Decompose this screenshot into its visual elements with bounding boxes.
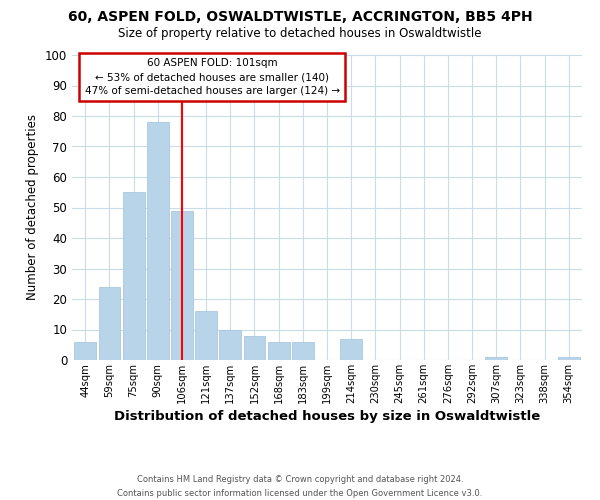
X-axis label: Distribution of detached houses by size in Oswaldtwistle: Distribution of detached houses by size … bbox=[114, 410, 540, 423]
Text: 60 ASPEN FOLD: 101sqm
← 53% of detached houses are smaller (140)
47% of semi-det: 60 ASPEN FOLD: 101sqm ← 53% of detached … bbox=[85, 58, 340, 96]
Bar bbox=[485, 357, 507, 360]
Bar bbox=[220, 330, 241, 360]
Text: Size of property relative to detached houses in Oswaldtwistle: Size of property relative to detached ho… bbox=[118, 28, 482, 40]
Bar bbox=[123, 192, 145, 360]
Text: 60, ASPEN FOLD, OSWALDTWISTLE, ACCRINGTON, BB5 4PH: 60, ASPEN FOLD, OSWALDTWISTLE, ACCRINGTO… bbox=[68, 10, 532, 24]
Bar bbox=[558, 357, 580, 360]
Y-axis label: Number of detached properties: Number of detached properties bbox=[26, 114, 40, 300]
Bar bbox=[244, 336, 265, 360]
Bar bbox=[74, 342, 96, 360]
Bar bbox=[340, 338, 362, 360]
Bar bbox=[268, 342, 290, 360]
Bar bbox=[147, 122, 169, 360]
Text: Contains HM Land Registry data © Crown copyright and database right 2024.
Contai: Contains HM Land Registry data © Crown c… bbox=[118, 476, 482, 498]
Bar bbox=[98, 287, 121, 360]
Bar bbox=[292, 342, 314, 360]
Bar bbox=[195, 311, 217, 360]
Bar bbox=[171, 210, 193, 360]
